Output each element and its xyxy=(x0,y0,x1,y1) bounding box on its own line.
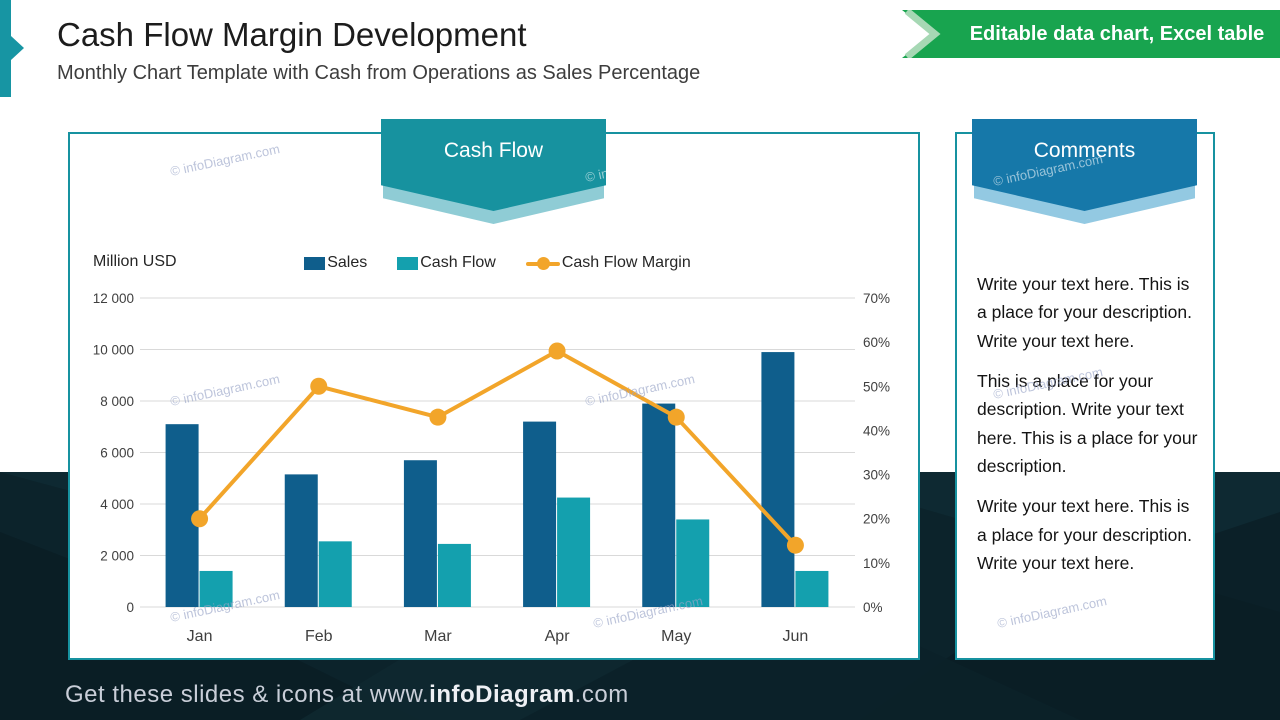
footer-suffix: .com xyxy=(574,681,629,708)
legend-swatch xyxy=(304,256,326,270)
cash-flow-bar xyxy=(557,497,591,607)
sales-bar xyxy=(403,460,437,607)
x-axis-label: Jun xyxy=(783,628,809,645)
chart-canvas: Million USD Sales Cash Flow Cash Flow Marg… xyxy=(70,134,918,658)
comment-paragraph: Write your text here. This is a place fo… xyxy=(977,274,1192,351)
legend-label: Cash Flow Margin xyxy=(561,254,691,271)
x-axis-label: Jan xyxy=(187,628,213,645)
page-subtitle: Monthly Chart Template with Cash from Op… xyxy=(57,62,701,84)
legend-label: Cash Flow xyxy=(420,254,496,271)
legend-label: Sales xyxy=(327,254,368,271)
left-axis-tick: 8 000 xyxy=(100,394,134,409)
sales-bar xyxy=(284,474,318,607)
right-axis-tick: 40% xyxy=(863,423,890,438)
legend-item: Cash Flow xyxy=(397,254,496,272)
x-axis-label: Feb xyxy=(305,628,333,645)
footer-brand: infoDiagram xyxy=(429,681,575,708)
margin-line xyxy=(197,348,798,548)
sales-bar xyxy=(642,403,676,607)
margin-marker xyxy=(310,377,328,395)
chevron-right-icon xyxy=(904,10,941,58)
ribbon-label: Editable data chart, Excel table xyxy=(969,22,1265,45)
footer-text: Get these slides & icons at www.infoDiag… xyxy=(65,681,629,709)
margin-marker xyxy=(786,536,804,554)
margin-marker xyxy=(548,342,566,360)
right-axis-tick: 70% xyxy=(863,291,890,306)
left-axis-tick: 6 000 xyxy=(100,446,134,461)
ribbon-shape xyxy=(902,10,1280,58)
title-accent-arrow-icon xyxy=(11,36,24,60)
cash-flow-bar xyxy=(795,570,829,607)
right-axis-tick: 60% xyxy=(863,335,890,350)
right-axis-tick: 20% xyxy=(863,512,890,527)
cash-flow-bar xyxy=(318,541,352,607)
sales-bar xyxy=(523,421,557,607)
left-axis-tick: 0 xyxy=(126,600,134,615)
right-axis-tick: 50% xyxy=(863,379,890,394)
left-axis-tick: 2 000 xyxy=(100,549,134,564)
sales-bar xyxy=(761,352,795,607)
legend-item: Sales xyxy=(304,254,367,272)
legend-item: Cash Flow Margin xyxy=(525,254,691,272)
axis-units-label: Million USD xyxy=(93,253,177,270)
legend-line-swatch xyxy=(525,256,560,270)
right-axis-tick: 0% xyxy=(863,600,883,615)
cash-flow-bar xyxy=(437,543,471,607)
cash-flow-bar xyxy=(676,519,710,607)
x-axis-label: Mar xyxy=(424,628,452,645)
margin-marker xyxy=(191,510,209,528)
footer-prefix: Get these slides & icons at www. xyxy=(65,681,430,708)
left-axis-tick: 12 000 xyxy=(93,291,134,306)
title-accent-bar xyxy=(0,0,11,97)
legend-swatch xyxy=(397,256,419,270)
editable-ribbon: Editable data chart, Excel table xyxy=(902,10,1280,58)
margin-marker xyxy=(429,408,447,426)
x-axis-label: May xyxy=(661,628,691,645)
right-axis-tick: 10% xyxy=(863,556,890,571)
comment-paragraph: Write your text here. This is a place fo… xyxy=(977,496,1192,574)
comments-panel: Write your text here. This is a place fo… xyxy=(955,132,1215,660)
page-title: Cash Flow Margin Development xyxy=(57,16,527,53)
cash-flow-bar xyxy=(199,570,233,607)
chart-legend: Sales Cash Flow Cash Flow Margin xyxy=(140,254,855,272)
margin-marker xyxy=(667,408,685,426)
chart-panel: Million USD Sales Cash Flow Cash Flow Marg… xyxy=(68,132,920,660)
combo-chart: 0 2 000 4 000 6 000 8 000 10 000 12 000 0% 10% 20… xyxy=(93,291,890,645)
left-axis-tick: 4 000 xyxy=(100,497,134,512)
right-axis-tick: 30% xyxy=(863,468,890,483)
x-axis-label: Apr xyxy=(545,628,571,645)
comments-body: Write your text here. This is a place fo… xyxy=(977,270,1201,577)
comment-paragraph: This is a place for your description. Wr… xyxy=(977,371,1198,477)
left-axis-tick: 10 000 xyxy=(93,343,134,358)
